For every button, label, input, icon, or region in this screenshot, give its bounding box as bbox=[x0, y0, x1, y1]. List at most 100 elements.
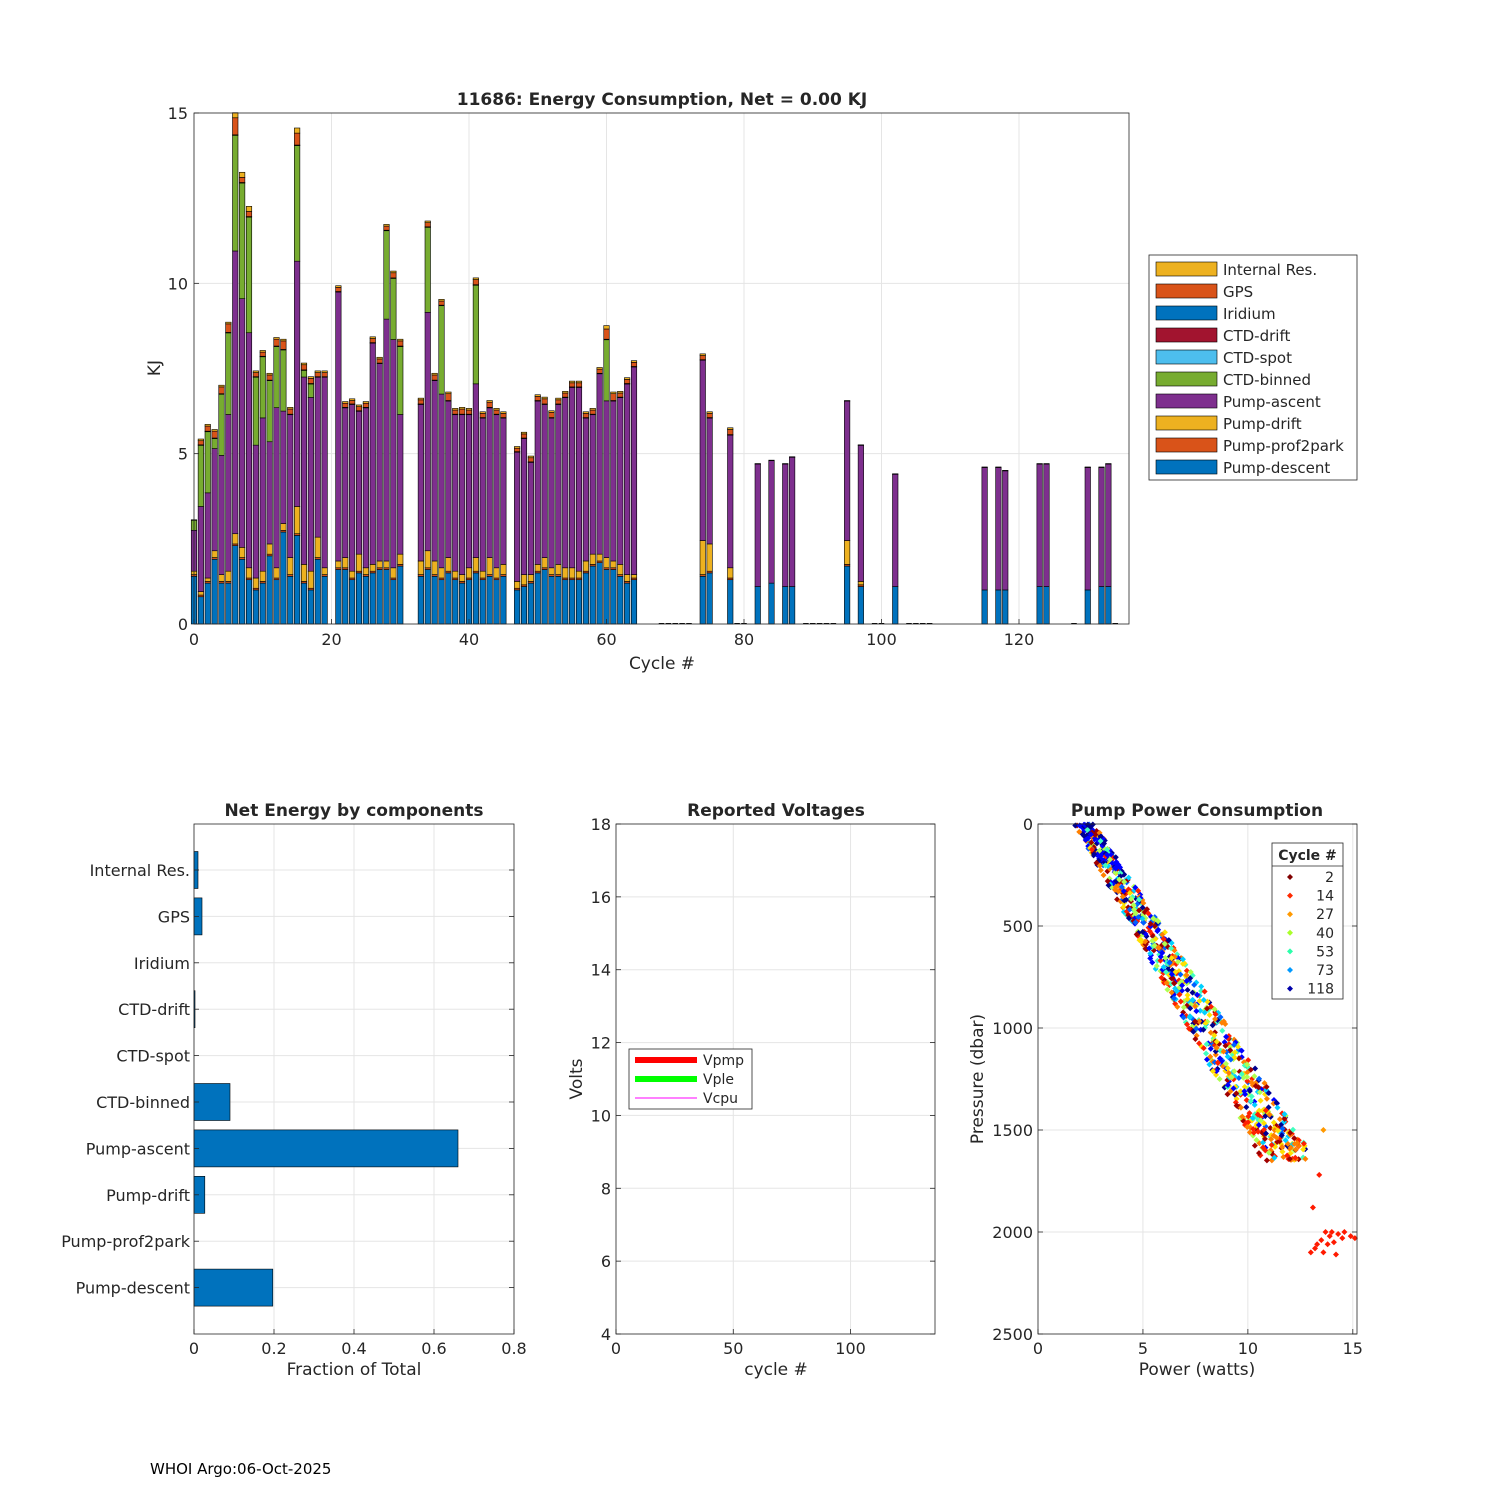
energy-bar-pump-descent bbox=[541, 569, 548, 625]
energy-bar-pump-descent bbox=[397, 565, 404, 625]
pump-power-point bbox=[1140, 900, 1147, 907]
pump-power-point bbox=[1084, 826, 1091, 833]
pump-power-point bbox=[1138, 937, 1145, 944]
pump-power-point bbox=[1132, 884, 1139, 891]
energy-bar-internal-res- bbox=[197, 438, 204, 442]
pump-power-point bbox=[1149, 959, 1156, 966]
energy-bar-pump-descent bbox=[514, 589, 521, 625]
pump-power-point bbox=[1206, 1011, 1213, 1018]
pump-power-point bbox=[1271, 1154, 1278, 1161]
energy-bar-empty bbox=[816, 623, 823, 624]
energy-title: 11686: Energy Consumption, Net = 0.00 KJ bbox=[457, 90, 867, 110]
energy-bar-gps bbox=[397, 340, 404, 347]
pump-power-legend: Cycle # 2 14 27 40 53 73 118 bbox=[1271, 842, 1344, 1000]
pump-power-points bbox=[1072, 821, 1358, 1258]
energy-bar-gps bbox=[252, 372, 259, 377]
energy-bar-gps bbox=[534, 396, 541, 401]
pump-power-point bbox=[1213, 1044, 1220, 1051]
pump-power-point-deep bbox=[1316, 1171, 1323, 1178]
pump-power-point bbox=[1147, 955, 1154, 962]
energy-bar-internal-res- bbox=[610, 391, 617, 395]
energy-bar-gps bbox=[239, 177, 246, 183]
pump-power-point bbox=[1212, 1071, 1219, 1078]
components-xtick-label: 0.4 bbox=[341, 1339, 366, 1358]
pump-power-point bbox=[1193, 1008, 1200, 1015]
energy-bar-ctd-binned bbox=[424, 226, 431, 313]
pump-power-point bbox=[1183, 978, 1190, 985]
components-ticks: 0 0.2 0.4 0.6 0.8 Internal Res. GPS Iridium CTD-… bbox=[61, 861, 527, 1358]
energy-bar-ctd-binned bbox=[438, 305, 445, 395]
pump-power-point bbox=[1300, 1140, 1307, 1147]
pump-power-point bbox=[1233, 1102, 1240, 1109]
pump-power-point bbox=[1230, 1085, 1237, 1092]
energy-bar-pump-ascent bbox=[754, 463, 761, 587]
energy-bar-gps bbox=[486, 401, 493, 408]
energy-bar-pump-descent bbox=[438, 579, 445, 625]
energy-bar-pump-ascent bbox=[232, 250, 239, 535]
pump-power-legend-marker bbox=[1287, 911, 1293, 918]
pump-power-legend-marker bbox=[1287, 874, 1293, 880]
energy-bar-gps bbox=[706, 413, 713, 418]
energy-bar-pump-ascent bbox=[225, 414, 232, 572]
pump-power-point bbox=[1131, 906, 1138, 913]
energy-bar-internal-res- bbox=[273, 337, 280, 340]
energy-bar-gps bbox=[424, 222, 431, 228]
energy-bar-internal-res- bbox=[548, 410, 555, 413]
energy-legend-swatch bbox=[1155, 437, 1218, 453]
pump-power-point-deep bbox=[1328, 1229, 1335, 1235]
pump-power-legend-label: 40 bbox=[1316, 926, 1334, 942]
pump-power-point-deep bbox=[1309, 1204, 1316, 1211]
energy-legend: Internal Res. GPS Iridium CTD-drift CTD-spot… bbox=[1148, 254, 1358, 481]
components-chart: 0 0.2 0.4 0.6 0.8 Internal Res. GPS Iridium CTD-… bbox=[61, 801, 527, 1380]
energy-bar-empty bbox=[686, 623, 692, 624]
energy-bar-gps bbox=[218, 386, 225, 395]
energy-bar-internal-res- bbox=[376, 356, 383, 360]
pump-power-point bbox=[1244, 1123, 1251, 1130]
pump-power-legend-label: 53 bbox=[1316, 944, 1334, 960]
energy-legend-swatch bbox=[1155, 283, 1218, 299]
energy-bar-gps bbox=[541, 398, 548, 405]
pump-power-point bbox=[1250, 1125, 1257, 1132]
energy-bar-pump-ascent bbox=[452, 414, 459, 572]
pump-power-point bbox=[1174, 958, 1181, 965]
energy-bar-pump-descent bbox=[727, 579, 734, 625]
energy-bar-pump-drift bbox=[376, 560, 383, 569]
energy-bar-pump-descent bbox=[562, 579, 569, 625]
energy-bar-internal-res- bbox=[390, 270, 397, 274]
energy-bar-pump-drift bbox=[582, 560, 589, 572]
pump-power-point bbox=[1117, 864, 1124, 871]
pump-power-point bbox=[1284, 1152, 1291, 1159]
components-ytick-label: Internal Res. bbox=[90, 861, 190, 880]
energy-bar-pump-ascent bbox=[397, 414, 404, 555]
pump-power-point bbox=[1168, 945, 1175, 952]
energy-bar-pump-ascent bbox=[569, 386, 576, 569]
pump-power-point bbox=[1180, 1004, 1187, 1011]
energy-bar-pump-ascent bbox=[575, 386, 583, 572]
energy-bar-pump-ascent bbox=[204, 492, 211, 579]
pump-power-point bbox=[1253, 1137, 1260, 1144]
pump-power-point bbox=[1152, 935, 1159, 942]
pump-power-point bbox=[1189, 996, 1196, 1003]
energy-bar-pump-drift bbox=[204, 577, 211, 582]
voltages-legend-label: Vpmp bbox=[703, 1053, 744, 1069]
energy-bar-internal-res- bbox=[486, 400, 493, 403]
pump-power-point bbox=[1187, 1005, 1194, 1012]
energy-bar-pump-drift bbox=[424, 550, 431, 569]
energy-bar-gps bbox=[232, 117, 239, 136]
pump-power-point bbox=[1115, 883, 1122, 890]
footer-stamp: WHOI Argo:06-Oct-2025 bbox=[150, 1460, 332, 1478]
pump-power-point bbox=[1212, 1011, 1219, 1018]
pump-power-point-deep bbox=[1330, 1239, 1337, 1246]
pump-power-point bbox=[1273, 1134, 1280, 1141]
energy-bar-internal-res- bbox=[534, 394, 541, 397]
pump-power-ytick-label: 1500 bbox=[992, 1121, 1033, 1140]
pump-power-point bbox=[1139, 928, 1146, 935]
energy-bar-pump-drift bbox=[321, 567, 328, 575]
pump-power-point bbox=[1162, 969, 1169, 976]
energy-bar-ctd-drift bbox=[857, 444, 864, 446]
energy-xtick-label: 0 bbox=[189, 630, 199, 649]
pump-power-point-deep bbox=[1326, 1233, 1333, 1240]
pump-power-point bbox=[1097, 833, 1104, 840]
energy-xtick-label: 40 bbox=[459, 630, 479, 649]
energy-bar-pump-descent bbox=[844, 565, 851, 625]
